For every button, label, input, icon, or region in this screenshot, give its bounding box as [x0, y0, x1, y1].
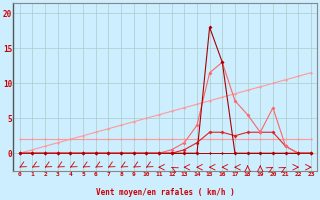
X-axis label: Vent moyen/en rafales ( km/h ): Vent moyen/en rafales ( km/h ): [96, 188, 235, 197]
